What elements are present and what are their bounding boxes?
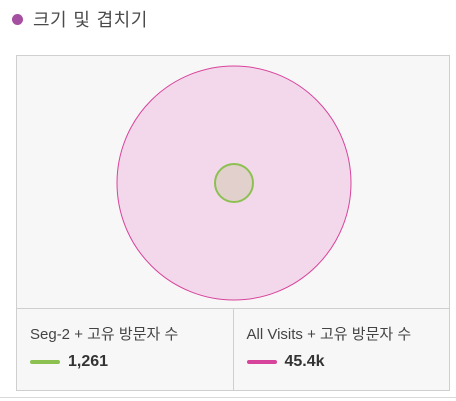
legend-swatch	[30, 360, 60, 364]
venn-legend: Seg-2 + 고유 방문자 수 1,261 All Visits + 고유 방…	[17, 309, 449, 390]
legend-item-seg-2[interactable]: Seg-2 + 고유 방문자 수 1,261	[17, 309, 233, 390]
venn-panel: Seg-2 + 고유 방문자 수 1,261 All Visits + 고유 방…	[16, 55, 450, 391]
legend-value: 1,261	[68, 353, 109, 370]
legend-swatch	[246, 360, 277, 364]
panel-color-dot	[12, 13, 23, 25]
seg-2-circle[interactable]	[214, 163, 254, 203]
venn-diagram	[116, 65, 352, 301]
legend-label: All Visits + 고유 방문자 수	[246, 326, 412, 343]
panel-header: 크기 및 겹치기	[12, 6, 148, 32]
legend-value: 45.4k	[284, 353, 325, 370]
legend-label: Seg-2 + 고유 방문자 수	[30, 326, 179, 343]
venn-diagram-area	[17, 56, 449, 309]
legend-item-all-visits[interactable]: All Visits + 고유 방문자 수 45.4k	[232, 309, 450, 390]
divider	[0, 397, 456, 398]
panel-title: 크기 및 겹치기	[33, 10, 148, 31]
